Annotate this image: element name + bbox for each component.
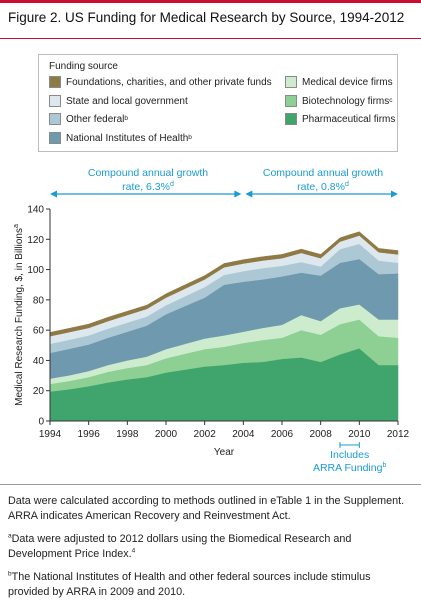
cagr-arrows (50, 190, 398, 198)
note-a-mark: a (8, 532, 12, 540)
footer-divider (0, 484, 421, 485)
legend-item-pharma: Pharmaceutical firms (285, 113, 395, 125)
legend-swatch (49, 76, 61, 88)
legend-item-device: Medical device firms (285, 76, 393, 88)
cagr-left-label-line1: Compound annual growth (88, 167, 208, 179)
legend-swatch (285, 113, 297, 125)
note-main: Data were calculated according to method… (8, 495, 405, 522)
legend-item-other-federal: Other federal b (49, 113, 128, 125)
legend-swatch (49, 95, 61, 107)
cagr-right-arrowhead-end (391, 190, 398, 198)
legend-label: Other federal (66, 113, 125, 125)
legend-label: Pharmaceutical firms (302, 113, 396, 125)
x-tick-label: 2012 (387, 429, 410, 440)
y-tick-label: 60 (33, 326, 45, 337)
y-tick-label: 20 (33, 386, 45, 397)
arra-bracket (339, 442, 360, 448)
x-tick-label: 2000 (155, 429, 178, 440)
y-axis-label: Medical Research Funding, $, in Billions… (13, 224, 25, 406)
title-divider (0, 38, 421, 39)
y-tick-label: 120 (27, 235, 44, 246)
x-tick-label: 2008 (310, 429, 333, 440)
y-tick-label: 100 (27, 265, 44, 276)
x-tick-label: 2006 (271, 429, 294, 440)
cagr-left-arrowhead-end (234, 190, 242, 198)
cagr-right-arrowhead-start (245, 190, 253, 198)
legend-label: State and local government (66, 95, 188, 107)
figure-title: Figure 2. US Funding for Medical Researc… (8, 10, 405, 25)
legend-label: Foundations, charities, and other privat… (66, 76, 272, 88)
y-tick-label: 80 (33, 295, 45, 306)
legend-item-state-local: State and local government (49, 95, 188, 107)
arra-label-line1: Includes (330, 449, 369, 461)
y-tick-label: 140 (27, 205, 44, 216)
cagr-right-label-line2: rate, 0.8%d (297, 181, 349, 193)
legend-swatch (49, 113, 61, 125)
legend-item-foundations: Foundations, charities, and other privat… (49, 76, 272, 88)
legend-heading: Funding source (49, 61, 118, 72)
legend-swatch (285, 95, 297, 107)
legend-label: National Institutes of Health (66, 132, 189, 144)
x-tick-label: 1994 (39, 429, 62, 440)
cagr-right-label-line1: Compound annual growth (263, 167, 383, 179)
note-b: bThe National Institutes of Health and o… (8, 570, 408, 600)
x-axis-label: Year (214, 447, 235, 458)
x-tick-label: 2010 (348, 429, 371, 440)
note-b-text: The National Institutes of Health and ot… (8, 571, 371, 598)
area-series-group (49, 231, 399, 422)
note-a: aData were adjusted to 2012 dollars usin… (8, 532, 408, 562)
note-b-mark: b (8, 570, 12, 578)
axes-group: 0 20 40 60 80 100 120 140 1994 1996 1998 2000 2002 20… (27, 205, 409, 441)
top-accent-bar (0, 0, 421, 3)
area-foundations-charities-and-other-private-funds (49, 231, 399, 337)
note-a-ref: 4 (131, 547, 136, 555)
legend-swatch (285, 76, 297, 88)
y-tick-label: 40 (33, 356, 45, 367)
stacked-area-chart: Compound annual growth rate, 6.3%d Compo… (13, 167, 410, 474)
legend-label: Biotechnology firms (302, 95, 390, 107)
legend-label: Medical device firms (302, 76, 393, 88)
y-tick-label: 0 (38, 417, 44, 428)
legend: Funding source Foundations, charities, a… (38, 54, 398, 152)
x-tick-label: 1996 (78, 429, 101, 440)
legend-swatch (49, 132, 61, 144)
note-a-text: Data were adjusted to 2012 dollars using… (8, 533, 352, 560)
x-tick-label: 2002 (194, 429, 217, 440)
legend-item-biotech: Biotechnology firms c (285, 95, 393, 107)
legend-item-nih: National Institutes of Health b (49, 132, 192, 144)
x-tick-label: 1998 (116, 429, 139, 440)
arra-label-line2: ARRA Fundingb (313, 462, 386, 474)
x-tick-label: 2004 (232, 429, 255, 440)
cagr-left-label-line2: rate, 6.3%d (122, 181, 174, 193)
cagr-left-arrowhead-start (50, 190, 57, 198)
